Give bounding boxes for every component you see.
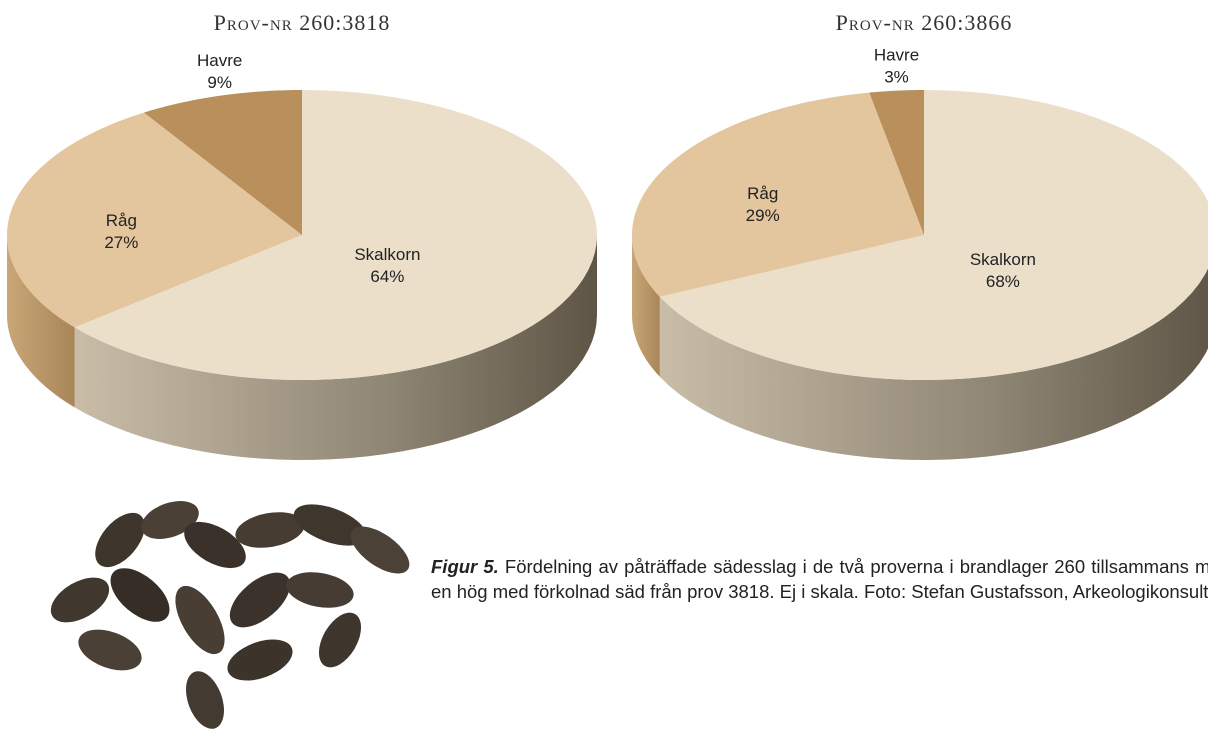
slice-value-label: 9% [207, 73, 232, 92]
slice-label: Skalkorn [354, 245, 420, 264]
slice-value-label: 29% [746, 206, 780, 225]
slice [74, 90, 597, 380]
slice-side [632, 235, 660, 377]
slice-value-label: 27% [104, 233, 138, 252]
grain-photo [50, 501, 410, 729]
slice-value-label: 3% [884, 68, 909, 87]
slice-value-label: 68% [986, 272, 1020, 291]
slice [7, 112, 303, 328]
slice [143, 90, 302, 235]
slice-label: Havre [197, 51, 242, 70]
slice-label: Havre [874, 46, 919, 65]
slice-side [74, 235, 597, 460]
caption: Figur 5. Fördelning av påträffade sädess… [431, 554, 1208, 604]
slice [659, 90, 1208, 380]
caption-label: Figur 5. [431, 556, 499, 577]
slice [869, 90, 924, 235]
caption-text: Fördelning av påträffade sädesslag i de … [431, 556, 1208, 602]
slice-label: Råg [106, 211, 137, 230]
slice-label: Råg [747, 184, 778, 203]
slice-side [659, 268, 1208, 460]
slice-side [7, 235, 75, 408]
slice-value-label: 64% [370, 267, 404, 286]
chart-title: Prov-nr 260:3818 [214, 10, 391, 35]
chart-title: Prov-nr 260:3866 [836, 10, 1013, 35]
slice [632, 92, 924, 297]
slice-label: Skalkorn [970, 250, 1036, 269]
